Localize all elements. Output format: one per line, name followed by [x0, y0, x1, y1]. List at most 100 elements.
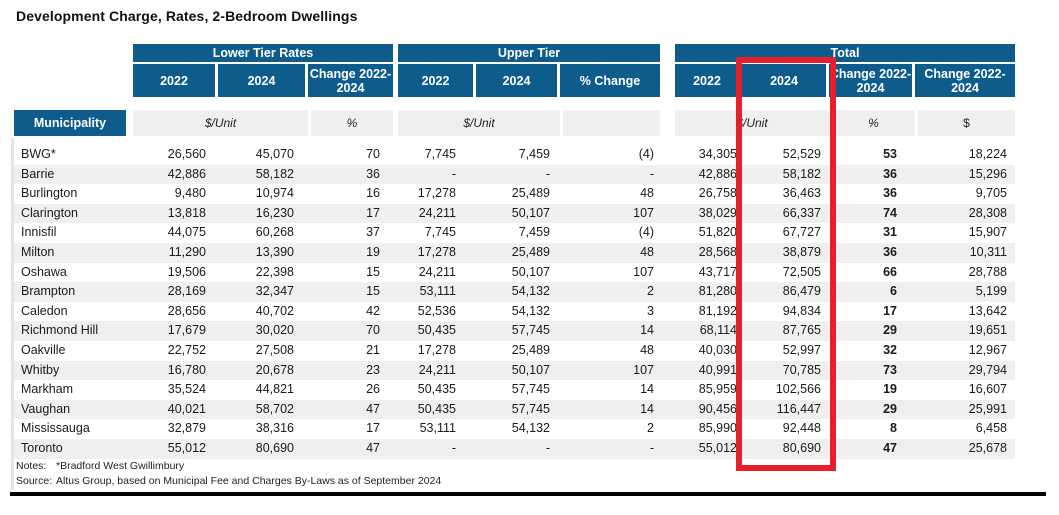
cell-upper-pct-change: 14 — [640, 323, 654, 338]
cell-total-change-pct: 17 — [883, 303, 897, 318]
cell-lower-change: 17 — [366, 421, 380, 436]
cell-total-2022: 38,029 — [698, 205, 737, 220]
cell-total-change-pct: 74 — [883, 205, 897, 220]
cell-upper-pct-change: 2 — [647, 421, 654, 436]
cell-lower-change: 16 — [366, 186, 380, 201]
cell-municipality: Burlington — [21, 186, 78, 201]
cell-lower-change: 17 — [366, 205, 380, 220]
cell-total-change-dollar: 18,224 — [968, 147, 1007, 161]
cell-upper-2022: 7,745 — [424, 225, 456, 240]
cell-lower-2022: 35,524 — [167, 382, 206, 397]
bottom-divider-bar — [10, 492, 1046, 496]
cell-total-change-dollar: 10,311 — [969, 244, 1007, 259]
unit-label-total-dollars: $/Unit — [675, 110, 829, 136]
cell-total-change-pct: 6 — [890, 284, 897, 299]
cell-lower-2024: 27,508 — [255, 342, 294, 357]
cell-upper-2022: 50,435 — [417, 323, 456, 338]
cell-total-change-dollar: 5,199 — [975, 284, 1007, 299]
cell-lower-2024: 32,347 — [255, 284, 294, 299]
cell-upper-pct-change: - — [649, 440, 654, 455]
cell-upper-2024: 50,107 — [511, 205, 550, 220]
cell-upper-2024: 25,489 — [511, 186, 550, 201]
cell-lower-2024: 60,268 — [255, 225, 294, 240]
cell-total-change-pct: 31 — [883, 225, 897, 240]
cell-municipality: Innisfil — [21, 225, 57, 240]
cell-lower-2022: 26,560 — [167, 147, 206, 161]
table-row: Caledon 28,656 40,702 42 52,536 54,132 3… — [14, 302, 1015, 322]
cell-lower-2022: 13,818 — [167, 205, 206, 220]
cell-lower-2024: 13,390 — [255, 244, 294, 259]
unit-label-total-dollar: $ — [915, 110, 1015, 136]
cell-lower-2022: 40,021 — [167, 401, 206, 416]
unit-row: Municipality $/Unit % $/Unit $/Unit % $ — [14, 110, 1015, 136]
cell-upper-2022: 24,211 — [418, 362, 456, 377]
col-header-lower-2022: 2022 — [133, 64, 218, 97]
col-header-total-change-pct: Change 2022-2024 — [829, 64, 915, 97]
table-row: Toronto 55,012 80,690 47 - - - 55,012 80… — [14, 438, 1015, 459]
cell-upper-pct-change: 3 — [647, 303, 654, 318]
unit-label-lower-pct: % — [308, 110, 393, 136]
table-row: Milton 11,290 13,390 19 17,278 25,489 48… — [14, 242, 1015, 263]
cell-upper-2022: 50,435 — [417, 401, 456, 416]
cell-lower-2024: 44,821 — [255, 382, 294, 397]
source-text: Altus Group, based on Municipal Fee and … — [56, 475, 442, 487]
cell-upper-2022: 50,435 — [417, 382, 456, 397]
cell-total-2024: 92,448 — [782, 421, 821, 436]
table-header: Lower Tier Rates Upper Tier Total 2022 2… — [14, 44, 1015, 97]
notes-text: *Bradford West Gwillimbury — [56, 460, 185, 472]
cell-lower-2024: 16,230 — [255, 205, 294, 220]
cell-lower-2022: 22,752 — [167, 342, 206, 357]
cell-total-change-pct: 47 — [883, 440, 897, 455]
cell-total-change-dollar: 13,642 — [968, 303, 1007, 318]
cell-municipality: Clarington — [21, 205, 78, 220]
cell-total-change-dollar: 25,991 — [968, 401, 1007, 416]
cell-lower-2022: 44,075 — [167, 225, 206, 240]
cell-total-2024: 52,997 — [782, 342, 821, 357]
cell-upper-pct-change: 107 — [633, 264, 654, 279]
cell-upper-2022: 52,536 — [417, 303, 456, 318]
cell-upper-pct-change: (4) — [638, 225, 654, 240]
cell-total-2024: 72,505 — [782, 264, 821, 279]
cell-upper-2024: 7,459 — [518, 225, 550, 240]
cell-lower-change: 47 — [366, 401, 380, 416]
col-header-upper-2022: 2022 — [398, 64, 476, 97]
cell-total-2024: 36,463 — [782, 186, 821, 201]
cell-lower-2024: 80,690 — [255, 440, 294, 455]
cell-total-2022: 85,990 — [698, 421, 737, 436]
cell-total-change-pct: 8 — [890, 421, 897, 436]
col-header-lower-change: Change 2022-2024 — [308, 64, 393, 97]
cell-upper-2024: 54,132 — [511, 421, 550, 436]
cell-upper-2024: 54,132 — [511, 284, 550, 299]
cell-total-2024: 58,182 — [782, 166, 821, 181]
cell-total-2022: 40,991 — [698, 362, 737, 377]
cell-total-change-dollar: 6,458 — [975, 421, 1007, 436]
cell-total-2024: 94,834 — [782, 303, 821, 318]
table-row: Burlington 9,480 10,974 16 17,278 25,489… — [14, 184, 1015, 204]
cell-lower-2022: 17,679 — [167, 323, 206, 338]
cell-municipality: Milton — [21, 244, 55, 259]
cell-upper-2022: 17,278 — [417, 186, 456, 201]
cell-total-2022: 68,114 — [699, 323, 737, 338]
cell-upper-2024: 54,132 — [511, 303, 550, 318]
cell-lower-2022: 55,012 — [167, 440, 206, 455]
cell-total-change-pct: 36 — [883, 166, 897, 181]
cell-total-change-dollar: 15,296 — [968, 166, 1007, 181]
cell-lower-2022: 32,879 — [167, 421, 206, 436]
cell-total-2024: 52,529 — [782, 147, 821, 161]
cell-upper-2024: 50,107 — [511, 264, 550, 279]
cell-upper-2022: 53,111 — [419, 421, 456, 436]
cell-upper-2022: 17,278 — [417, 342, 456, 357]
cell-upper-2024: 50,107 — [511, 362, 550, 377]
cell-upper-pct-change: 2 — [647, 284, 654, 299]
cell-total-2024: 38,879 — [782, 244, 821, 259]
col-header-total-2024: 2024 — [742, 64, 829, 97]
cell-lower-change: 23 — [366, 362, 380, 377]
col-header-upper-2024: 2024 — [476, 64, 560, 97]
cell-total-2024: 66,337 — [782, 205, 821, 220]
cell-lower-change: 37 — [366, 225, 380, 240]
cell-municipality: Vaughan — [21, 401, 71, 416]
cell-lower-2024: 45,070 — [255, 147, 294, 161]
unit-label-upper-dollars: $/Unit — [398, 110, 560, 136]
group-header-upper-tier: Upper Tier — [398, 44, 660, 62]
